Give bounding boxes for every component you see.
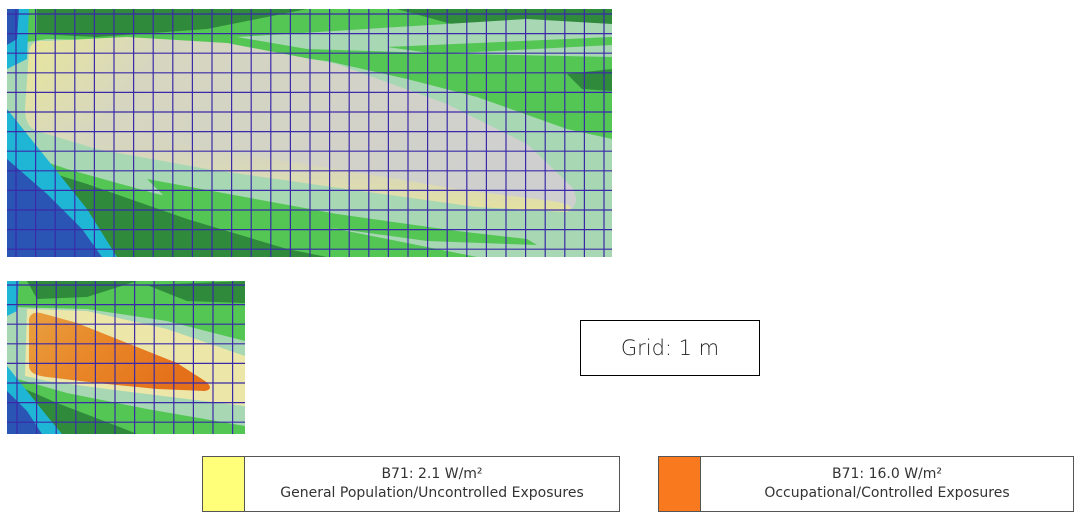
exposure-plot-general <box>7 9 612 257</box>
field-deepblue-bottom <box>7 159 102 257</box>
legend-general-population: B71: 2.1 W/m² General Population/Uncontr… <box>202 456 620 512</box>
exposure-plot-general-svg <box>7 9 612 257</box>
field-darkgreen-top2 <box>147 281 245 303</box>
grid-lines-bottom <box>7 281 245 434</box>
field-cyan-left <box>7 281 19 316</box>
legend-text-general: B71: 2.1 W/m² General Population/Uncontr… <box>245 457 619 511</box>
field-darkgreen-right <box>567 69 612 91</box>
field-darkgreen-top <box>37 9 307 37</box>
legend-general-label: General Population/Uncontrolled Exposure… <box>280 485 584 501</box>
grid-lines-top <box>7 9 612 257</box>
legend-occupational-label: Occupational/Controlled Exposures <box>764 485 1010 501</box>
exposure-plot-occupational-svg <box>7 281 245 434</box>
field-green-stripe <box>387 37 612 54</box>
field-deepblue-bottom <box>7 391 42 434</box>
legend-text-occupational: B71: 16.0 W/m² Occupational/Controlled E… <box>701 457 1073 511</box>
grid-scale-text: Grid: 1 m <box>620 336 720 360</box>
beam-general <box>25 37 576 212</box>
field-green-lower-stripe <box>147 179 537 245</box>
exposure-plot-occupational <box>7 281 245 434</box>
legend-occupational: B71: 16.0 W/m² Occupational/Controlled E… <box>658 456 1074 512</box>
legend-swatch-orange <box>659 457 701 511</box>
beam-occupational <box>29 312 210 391</box>
legend-occupational-limit: B71: 16.0 W/m² <box>831 466 943 482</box>
beam-general-edge <box>25 104 571 212</box>
grid-scale-note: Grid: 1 m <box>580 320 760 376</box>
legend-swatch-yellow <box>203 457 245 511</box>
legend-general-limit: B71: 2.1 W/m² <box>381 466 483 482</box>
